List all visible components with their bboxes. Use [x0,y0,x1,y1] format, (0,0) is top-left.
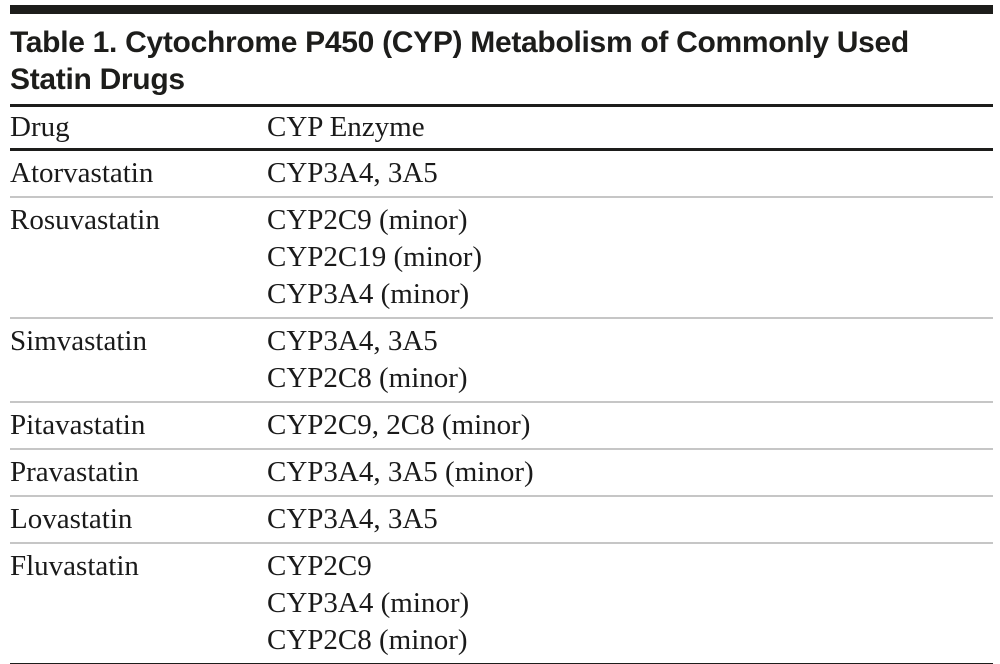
enzyme-value: CYP3A4 (minor) [267,587,470,619]
enzyme-value: CYP2C9, 2C8 (minor) [267,409,531,441]
drug-name-cell: Fluvastatin [10,550,139,582]
table-row: Simvastatin CYP3A4, 3A5 CYP2C8 (minor) [10,318,993,402]
enzyme-value: CYP3A4, 3A5 [267,503,438,535]
drug-name-cell: Rosuvastatin [10,204,160,236]
table-body: Atorvastatin CYP3A4, 3A5 Rosuvastatin CY… [10,150,993,664]
enzyme-value: CYP3A4, 3A5 [267,157,438,189]
enzyme-value: CYP3A4 (minor) [267,278,470,310]
table-row: Lovastatin CYP3A4, 3A5 [10,496,993,543]
enzyme-value: CYP2C8 (minor) [267,362,468,394]
drug-name-cell: Pitavastatin [10,409,146,441]
table-row: Pravastatin CYP3A4, 3A5 (minor) [10,449,993,496]
enzyme-value: CYP2C9 [267,550,372,582]
table-header: Drug CYP Enzyme [10,105,993,150]
enzyme-cell: CYP2C9 (minor) CYP2C19 (minor) CYP3A4 (min… [267,197,993,318]
table-row: Atorvastatin CYP3A4, 3A5 [10,150,993,198]
table-title: Table 1. Cytochrome P450 (CYP) Metabolis… [10,26,909,96]
enzyme-cell: CYP2C9 CYP3A4 (minor) CYP2C8 (minor) [267,543,993,664]
table-row: Pitavastatin CYP2C9, 2C8 (minor) [10,402,993,449]
drug-name-cell: Lovastatin [10,503,133,535]
enzyme-value: CYP2C9 (minor) [267,204,468,236]
table-row: Rosuvastatin CYP2C9 (minor) CYP2C19 (mino… [10,197,993,318]
header-row: Drug CYP Enzyme [10,105,993,150]
table-row: Fluvastatin CYP2C9 CYP3A4 (minor) CYP2C8 (… [10,543,993,664]
enzyme-value: CYP2C19 (minor) [267,241,483,273]
cyp-metabolism-table: Drug CYP Enzyme Atorvastatin CYP3A4, 3A5… [10,104,993,664]
enzyme-value: CYP3A4, 3A5 [267,325,438,357]
enzyme-value: CYP2C8 (minor) [267,624,468,656]
enzyme-cell: CYP3A4, 3A5 CYP2C8 (minor) [267,318,993,402]
table-top-rule [10,5,993,14]
drug-name-cell: Pravastatin [10,456,139,488]
column-header-cyp-enzyme: CYP Enzyme [267,111,425,143]
enzyme-cell: CYP3A4, 3A5 (minor) [267,449,993,496]
drug-name-cell: Atorvastatin [10,157,154,189]
enzyme-value: CYP3A4, 3A5 (minor) [267,456,534,488]
enzyme-cell: CYP3A4, 3A5 [267,150,993,198]
drug-name-cell: Simvastatin [10,325,147,357]
column-header-drug: Drug [10,111,70,143]
enzyme-cell: CYP3A4, 3A5 [267,496,993,543]
enzyme-cell: CYP2C9, 2C8 (minor) [267,402,993,449]
